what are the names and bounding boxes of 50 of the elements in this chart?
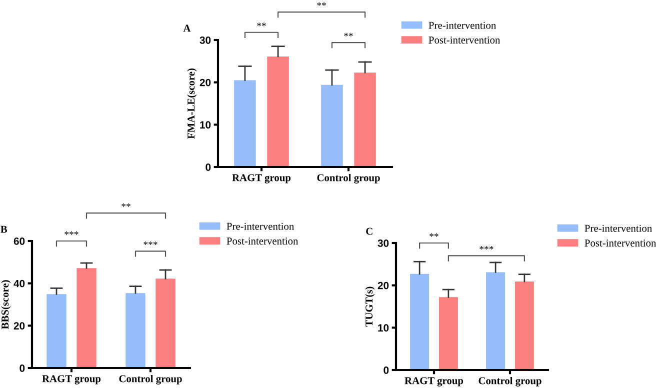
chart-title: C [366, 228, 372, 235]
legend-label: Post-intervention [584, 240, 656, 247]
y-tick-label: 20 [378, 282, 389, 290]
text: *** [64, 231, 78, 235]
y-axis-title: BBS(score) [1, 280, 11, 330]
bar [234, 80, 256, 167]
chart-title: A [183, 24, 191, 32]
x-tick-label: Control group [478, 376, 542, 386]
bar [76, 268, 96, 368]
annotation: *** [144, 241, 158, 246]
y-tick-label: 60 [14, 238, 25, 245]
text: ** [257, 22, 266, 26]
x-tick-label: RAGT group [42, 375, 101, 384]
y-tick-label: 10 [200, 121, 211, 129]
bar [267, 56, 289, 167]
y-tick-label: 0 [384, 366, 389, 374]
x-tick-label: RAGT group [232, 174, 291, 184]
x-tick-label: Control group [317, 174, 380, 184]
legend-label: Post-intervention [428, 36, 500, 44]
text: ** [317, 2, 326, 6]
annotation: *** [480, 246, 494, 250]
legend-label: Pre-intervention [584, 224, 652, 232]
text: ** [122, 203, 130, 207]
x-tick-label: Control group [119, 374, 182, 384]
legend-label: Pre-intervention [428, 22, 496, 29]
y-tick-label: 30 [378, 240, 389, 247]
bar [126, 293, 146, 368]
y-tick-label: 30 [200, 36, 211, 44]
x-tick-label: RAGT group [404, 377, 464, 386]
bar [354, 72, 376, 167]
y-axis-title: TUGT(s) [365, 286, 375, 327]
y-tick-label: 20 [200, 78, 211, 86]
bar [438, 297, 458, 370]
bar [486, 272, 506, 370]
legend-label: Pre-intervention [226, 222, 294, 230]
y-axis-title: FMA-LE(score) [187, 68, 197, 139]
y-tick-label: 0 [20, 364, 25, 372]
y-tick-label: 40 [14, 280, 25, 288]
y-tick-label: 0 [206, 164, 211, 171]
legend-label: Post-intervention [226, 238, 298, 245]
text: ** [430, 233, 438, 237]
bar [410, 274, 430, 370]
bar [156, 278, 176, 368]
text: ** [344, 32, 353, 36]
y-tick-label: 10 [378, 324, 389, 332]
chart-title: B [0, 226, 8, 233]
bar [46, 294, 66, 368]
bar [514, 282, 534, 370]
y-tick-label: 20 [14, 322, 25, 330]
bar [321, 84, 343, 167]
